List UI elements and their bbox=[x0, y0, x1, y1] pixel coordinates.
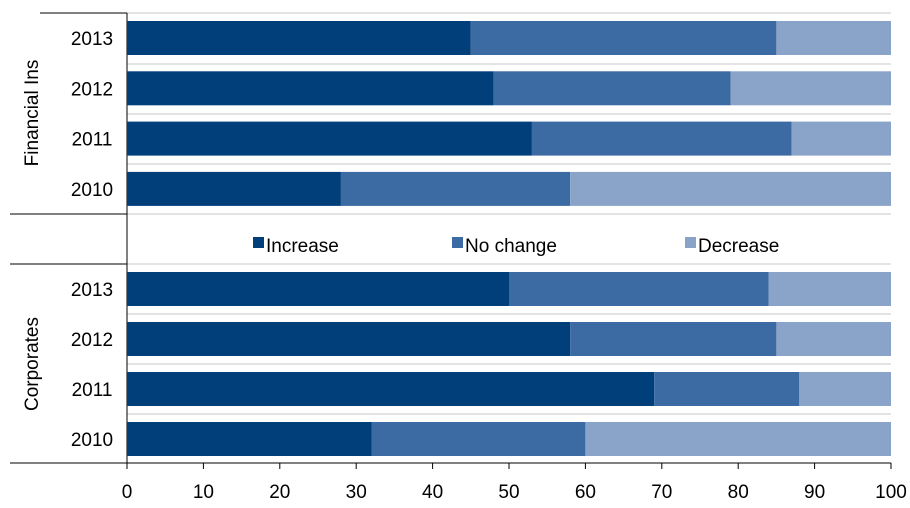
bar-corporates-2010-no-change bbox=[371, 422, 586, 456]
bar-financial-ins-2011-no-change bbox=[531, 121, 792, 156]
legend-label-increase: Increase bbox=[266, 236, 339, 257]
bar-corporates-2013-decrease bbox=[768, 272, 891, 306]
bar-corporates-2011-decrease bbox=[799, 372, 891, 406]
x-tick-label-30: 30 bbox=[346, 482, 367, 503]
bar-financial-ins-2010-no-change bbox=[340, 171, 571, 206]
x-tick-label-40: 40 bbox=[422, 482, 443, 503]
category-label-financial-ins-2011: 2011 bbox=[72, 130, 113, 151]
bar-financial-ins-2010-decrease bbox=[570, 171, 891, 206]
bar-financial-ins-2013-no-change bbox=[470, 21, 777, 55]
category-label-corporates-2011: 2011 bbox=[72, 380, 113, 401]
bar-financial-ins-2011-increase bbox=[127, 121, 532, 156]
category-label-corporates-2010: 2010 bbox=[71, 430, 113, 451]
bar-financial-ins-2012-no-change bbox=[493, 71, 731, 106]
x-tick-label-0: 0 bbox=[122, 482, 133, 503]
category-label-financial-ins-2010: 2010 bbox=[71, 180, 113, 201]
x-tick-label-20: 20 bbox=[269, 482, 290, 503]
bar-corporates-2013-no-change bbox=[509, 272, 769, 306]
x-tick-label-100: 100 bbox=[875, 482, 907, 503]
bar-corporates-2010-increase bbox=[127, 422, 372, 456]
bar-financial-ins-2011-decrease bbox=[791, 121, 891, 156]
group-label-financial-ins: Financial Ins bbox=[22, 60, 43, 167]
bar-corporates-2012-increase bbox=[127, 322, 571, 356]
bar-financial-ins-2013-decrease bbox=[776, 21, 891, 55]
x-tick-label-90: 90 bbox=[804, 482, 825, 503]
x-tick-label-80: 80 bbox=[728, 482, 749, 503]
category-label-financial-ins-2012: 2012 bbox=[71, 79, 113, 100]
bar-corporates-2013-increase bbox=[127, 272, 509, 306]
x-tick-label-70: 70 bbox=[651, 482, 672, 503]
category-label-corporates-2012: 2012 bbox=[71, 330, 113, 351]
legend-label-no-change: No change bbox=[465, 236, 557, 257]
bar-corporates-2010-decrease bbox=[585, 422, 891, 456]
legend-label-decrease: Decrease bbox=[698, 236, 779, 257]
legend-swatch-increase bbox=[253, 237, 264, 248]
x-tick-label-50: 50 bbox=[498, 482, 519, 503]
x-tick-label-60: 60 bbox=[575, 482, 596, 503]
category-label-financial-ins-2013: 2013 bbox=[71, 29, 113, 50]
bar-financial-ins-2010-increase bbox=[127, 171, 341, 206]
bar-financial-ins-2013-increase bbox=[127, 21, 471, 55]
x-tick-label-10: 10 bbox=[193, 482, 214, 503]
bar-financial-ins-2012-increase bbox=[127, 71, 494, 106]
category-label-corporates-2013: 2013 bbox=[71, 280, 113, 301]
bar-corporates-2011-no-change bbox=[654, 372, 800, 406]
bar-corporates-2011-increase bbox=[127, 372, 655, 406]
bar-corporates-2012-decrease bbox=[776, 322, 891, 356]
bar-corporates-2012-no-change bbox=[570, 322, 777, 356]
group-label-corporates: Corporates bbox=[22, 317, 43, 411]
legend-swatch-no-change bbox=[452, 237, 463, 248]
legend-swatch-decrease bbox=[685, 237, 696, 248]
bar-financial-ins-2012-decrease bbox=[730, 71, 891, 106]
